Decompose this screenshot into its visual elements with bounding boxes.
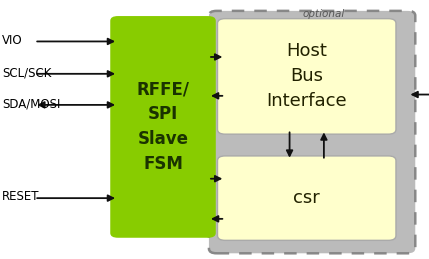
Text: SDA/MOSI: SDA/MOSI [2,97,60,110]
FancyBboxPatch shape [209,11,415,253]
FancyBboxPatch shape [218,156,396,240]
Text: RFFE/
SPI
Slave
FSM: RFFE/ SPI Slave FSM [136,80,190,174]
Text: VIO: VIO [2,34,23,47]
Text: Host
Bus
Interface: Host Bus Interface [266,42,347,110]
Text: SCL/SCK: SCL/SCK [2,66,51,79]
FancyBboxPatch shape [218,19,396,134]
Text: csr: csr [293,189,320,207]
Text: optional: optional [303,9,345,19]
FancyBboxPatch shape [110,16,216,238]
Text: RESET: RESET [2,190,39,203]
